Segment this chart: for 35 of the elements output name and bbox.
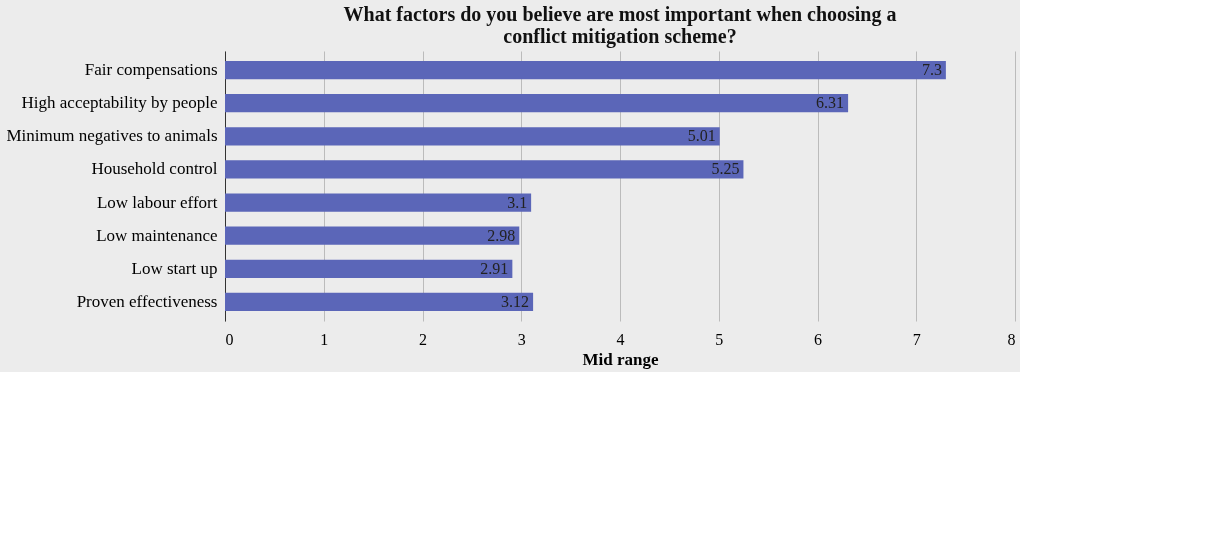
data-label: 3.1 — [507, 193, 528, 211]
bar — [225, 127, 720, 146]
data-label: 2.98 — [487, 226, 516, 244]
x-tick-label: 3 — [517, 330, 526, 348]
x-tick-label: 1 — [320, 330, 329, 348]
x-tick-label: 6 — [814, 330, 822, 348]
x-tick-label: 5 — [715, 330, 724, 348]
x-tick-label: 7 — [912, 330, 921, 348]
x-axis-title: Mid range — [582, 349, 659, 369]
bar — [225, 292, 534, 312]
y-tick-label: Minimum negatives to animals — [6, 126, 218, 146]
y-tick-label: High acceptability by people — [21, 93, 218, 113]
bar — [225, 60, 946, 80]
y-tick-label: Low labour effort — [96, 192, 218, 212]
y-tick-label: Low start up — [131, 258, 218, 278]
data-label: 7.3 — [921, 61, 942, 79]
y-tick-label: Low maintenance — [96, 225, 218, 245]
data-label: 3.12 — [501, 292, 530, 310]
y-tick-label: Fair compensations — [84, 60, 218, 80]
data-label: 2.91 — [480, 259, 509, 277]
data-label: 5.01 — [687, 127, 716, 145]
y-tick-label: Proven effectiveness — [76, 291, 218, 311]
data-label: 6.31 — [816, 94, 845, 112]
bar — [225, 193, 532, 212]
x-tick-label: 0 — [225, 330, 234, 348]
x-tick-label: 4 — [616, 330, 625, 348]
bar — [225, 259, 513, 278]
bar — [225, 226, 520, 245]
bar — [225, 94, 849, 113]
x-tick-label: 8 — [1007, 330, 1016, 348]
bar — [225, 160, 744, 179]
x-tick-label: 2 — [419, 330, 427, 348]
data-label: 5.25 — [711, 160, 740, 178]
chart-title: What factors do you believe are most important when choosing a conflict mitigation scheme? — [343, 3, 897, 48]
y-tick-label: Household control — [91, 159, 218, 179]
